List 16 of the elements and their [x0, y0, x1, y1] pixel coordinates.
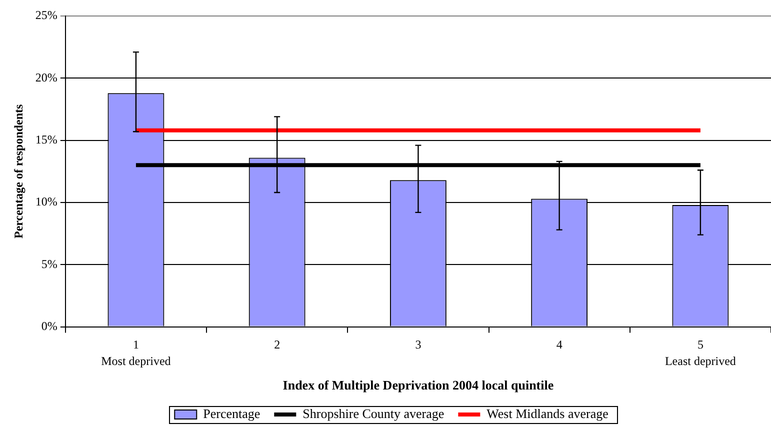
legend-label: West Midlands average	[486, 406, 609, 421]
y-tick-label: 20%	[35, 70, 58, 84]
y-tick-label: 10%	[35, 194, 58, 209]
x-tick-label: 2	[274, 337, 280, 352]
x-axis-title: Index of Multiple Deprivation 2004 local quintile	[282, 378, 554, 393]
y-tick-label: 15%	[35, 132, 58, 146]
legend-label: Percentage	[203, 406, 260, 421]
legend-label: Shropshire County average	[302, 406, 444, 421]
y-axis-title: Percentage of respondents	[11, 104, 26, 238]
x-tick-label: 4	[556, 337, 562, 352]
y-tick-label: 25%	[35, 8, 58, 22]
x-tick-label: 1 Most deprived	[101, 337, 171, 368]
x-tick-label: 3	[415, 337, 422, 352]
x-tick-label: 5 Least deprived	[664, 337, 736, 368]
y-tick-label: 5%	[41, 256, 58, 271]
y-tick-label: 0%	[41, 318, 58, 333]
